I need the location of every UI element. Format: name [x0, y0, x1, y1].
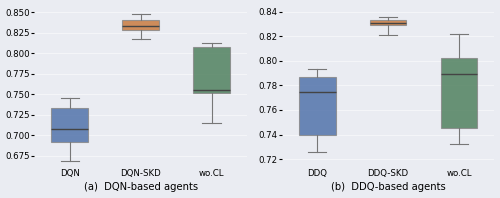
PathPatch shape	[440, 58, 478, 129]
PathPatch shape	[52, 108, 88, 142]
PathPatch shape	[122, 20, 159, 30]
X-axis label: (a)  DQN-based agents: (a) DQN-based agents	[84, 182, 198, 192]
X-axis label: (b)  DDQ-based agents: (b) DDQ-based agents	[330, 182, 446, 192]
PathPatch shape	[370, 20, 406, 25]
PathPatch shape	[298, 77, 336, 135]
PathPatch shape	[194, 47, 230, 93]
